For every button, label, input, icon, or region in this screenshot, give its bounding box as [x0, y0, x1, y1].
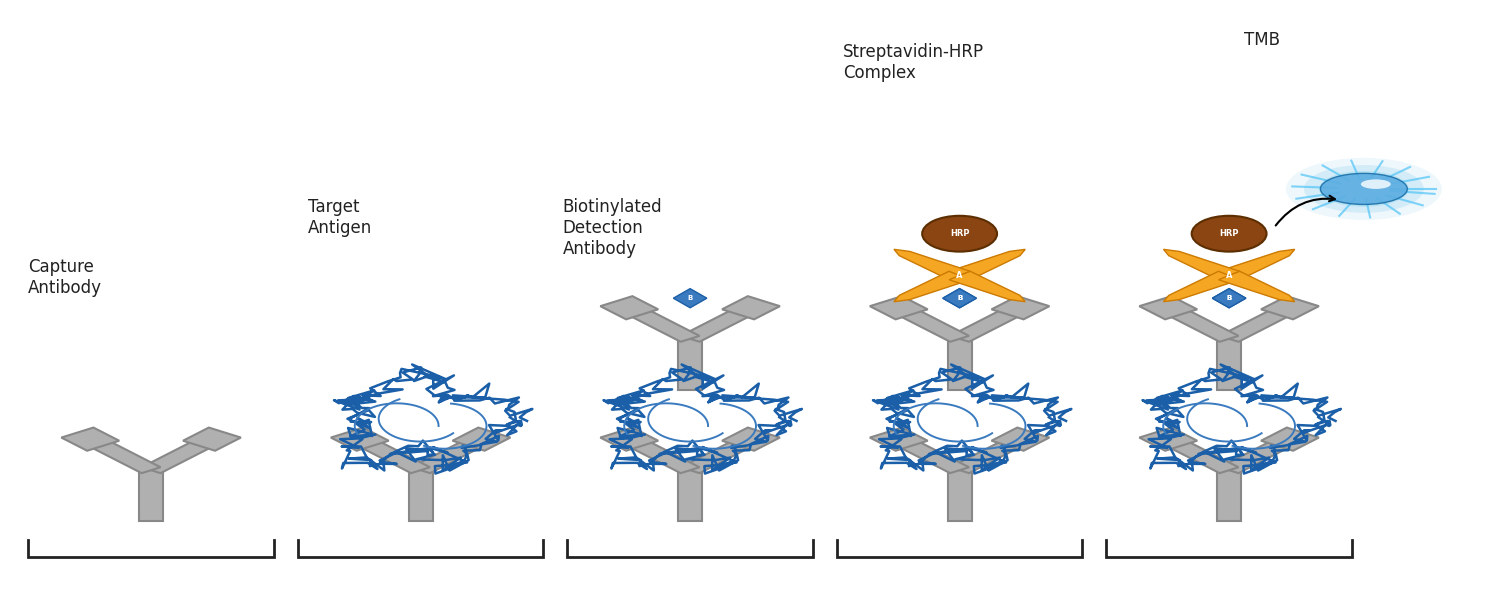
Bar [1216, 339, 1240, 389]
Polygon shape [950, 439, 1024, 473]
Polygon shape [944, 289, 976, 308]
Polygon shape [722, 428, 780, 451]
Polygon shape [722, 296, 780, 319]
Ellipse shape [1360, 179, 1390, 189]
Text: A: A [957, 271, 963, 280]
Polygon shape [674, 289, 706, 308]
Text: A: A [1226, 271, 1233, 280]
Polygon shape [992, 428, 1050, 451]
Circle shape [1304, 165, 1424, 213]
Polygon shape [453, 428, 510, 451]
Text: B: B [687, 295, 693, 301]
Polygon shape [896, 439, 969, 473]
Polygon shape [411, 439, 486, 473]
Polygon shape [626, 308, 699, 342]
Polygon shape [1140, 428, 1197, 451]
Polygon shape [870, 428, 927, 451]
Polygon shape [1212, 289, 1246, 308]
Text: Capture
Antibody: Capture Antibody [28, 258, 102, 297]
Polygon shape [600, 296, 658, 319]
Polygon shape [87, 439, 160, 473]
Circle shape [1318, 171, 1408, 207]
Polygon shape [681, 308, 754, 342]
Polygon shape [141, 439, 216, 473]
Text: B: B [1227, 295, 1232, 301]
Text: HRP: HRP [950, 229, 969, 238]
Polygon shape [1262, 296, 1318, 319]
Polygon shape [332, 428, 388, 451]
Polygon shape [1218, 250, 1294, 280]
Ellipse shape [922, 216, 998, 251]
Polygon shape [950, 250, 1026, 280]
Polygon shape [1164, 439, 1239, 473]
Polygon shape [896, 308, 969, 342]
Polygon shape [950, 308, 1024, 342]
Bar [948, 470, 972, 521]
Polygon shape [1212, 289, 1246, 308]
Polygon shape [1164, 250, 1239, 280]
Text: B: B [1227, 295, 1232, 301]
Ellipse shape [1320, 173, 1407, 205]
Polygon shape [1220, 308, 1294, 342]
Bar [1216, 470, 1240, 521]
Polygon shape [1262, 428, 1318, 451]
Circle shape [1286, 158, 1442, 220]
Bar [140, 470, 164, 521]
Polygon shape [183, 428, 242, 451]
Polygon shape [1218, 271, 1294, 302]
Text: B: B [957, 295, 962, 301]
Bar [948, 339, 972, 389]
Polygon shape [600, 428, 658, 451]
Text: TMB: TMB [1244, 31, 1280, 49]
Ellipse shape [1191, 216, 1266, 251]
Polygon shape [626, 439, 699, 473]
Text: HRP: HRP [1220, 229, 1239, 238]
Bar [678, 339, 702, 389]
Bar [678, 470, 702, 521]
Bar [408, 470, 432, 521]
Polygon shape [681, 439, 754, 473]
Polygon shape [1164, 308, 1239, 342]
Text: Streptavidin-HRP
Complex: Streptavidin-HRP Complex [843, 43, 984, 82]
Polygon shape [950, 271, 1026, 302]
Polygon shape [356, 439, 430, 473]
Polygon shape [870, 296, 927, 319]
Text: B: B [957, 295, 962, 301]
Polygon shape [944, 289, 976, 308]
Polygon shape [894, 271, 971, 302]
Polygon shape [1140, 296, 1197, 319]
Polygon shape [62, 428, 118, 451]
Polygon shape [992, 296, 1050, 319]
Polygon shape [1220, 439, 1294, 473]
Text: Target
Antigen: Target Antigen [309, 199, 372, 237]
Polygon shape [1164, 271, 1239, 302]
Text: Biotinylated
Detection
Antibody: Biotinylated Detection Antibody [562, 199, 663, 258]
Polygon shape [894, 250, 971, 280]
